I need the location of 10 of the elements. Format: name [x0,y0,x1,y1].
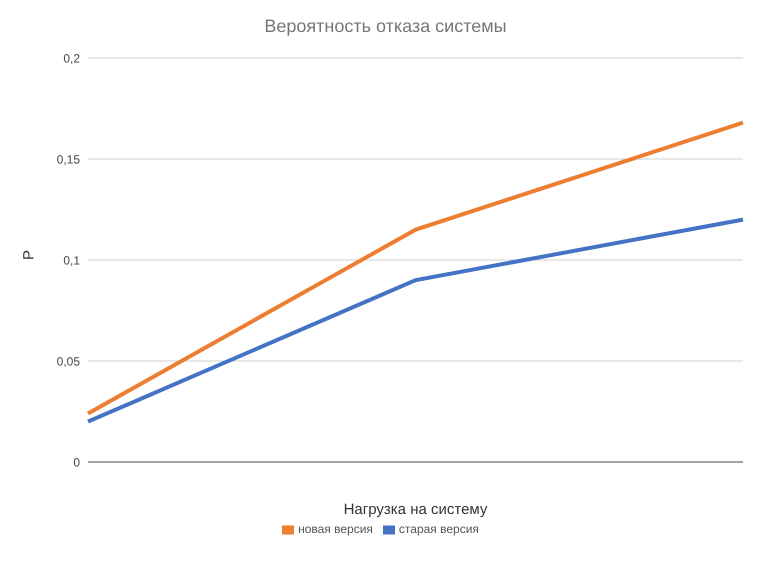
y-tick-label: 0,05 [56,354,80,368]
y-tick-label: 0,2 [63,51,80,66]
legend-label: старая версия [398,522,479,536]
y-tick-label: 0,1 [63,253,80,268]
y-axis-title: P [20,250,38,260]
y-tick-label: 0 [73,455,80,470]
legend-label: новая версия [298,522,373,536]
y-tick-label: 0,15 [56,152,80,166]
chart-title: Вероятность отказа системы [263,15,508,38]
x-axis-title: Нагрузка на систему [344,501,488,518]
